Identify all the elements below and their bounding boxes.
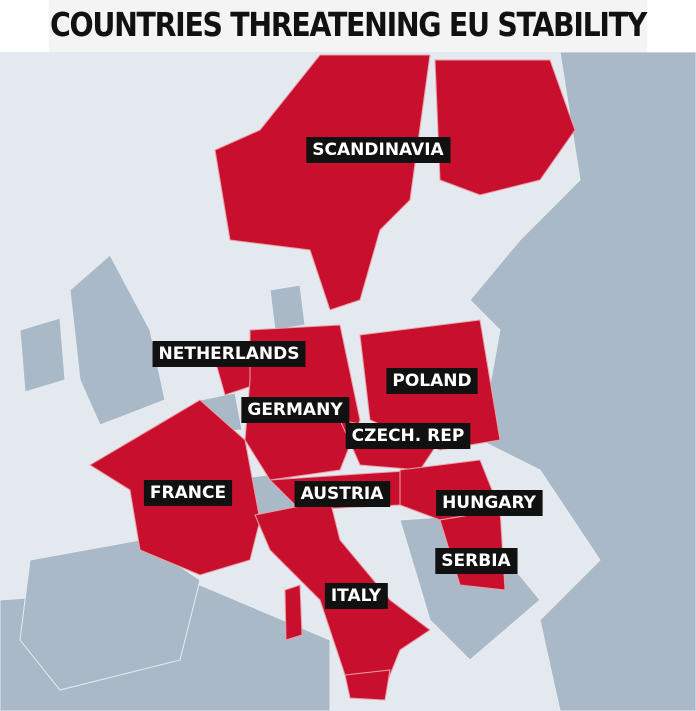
country-label: FRANCE (150, 483, 226, 503)
label-box (241, 397, 350, 423)
country-label: ITALY (331, 586, 382, 606)
label-box (324, 583, 388, 609)
country-label: AUSTRIA (301, 484, 385, 504)
country-label: HUNGARY (442, 493, 537, 513)
label-box (386, 368, 478, 394)
map: SCANDINAVIA NETHERLANDS GERMANY POLAND C… (0, 52, 696, 711)
country-label: SERBIA (441, 551, 511, 571)
label-box (306, 137, 451, 163)
country-label: POLAND (392, 371, 471, 391)
label-box (436, 490, 543, 516)
title: COUNTRIES THREATENING EU STABILITY (48, 0, 647, 52)
country-label: NETHERLANDS (159, 344, 300, 364)
land (0, 52, 696, 711)
label-box (143, 480, 233, 506)
label-box (294, 481, 391, 507)
label-box (345, 423, 471, 449)
label-box (435, 548, 518, 574)
label-box (152, 341, 306, 367)
country-label: CZECH. REP (352, 426, 465, 446)
labels: SCANDINAVIA NETHERLANDS GERMANY POLAND C… (143, 137, 543, 609)
country-label: GERMANY (247, 400, 343, 420)
country-label: SCANDINAVIA (312, 140, 444, 160)
